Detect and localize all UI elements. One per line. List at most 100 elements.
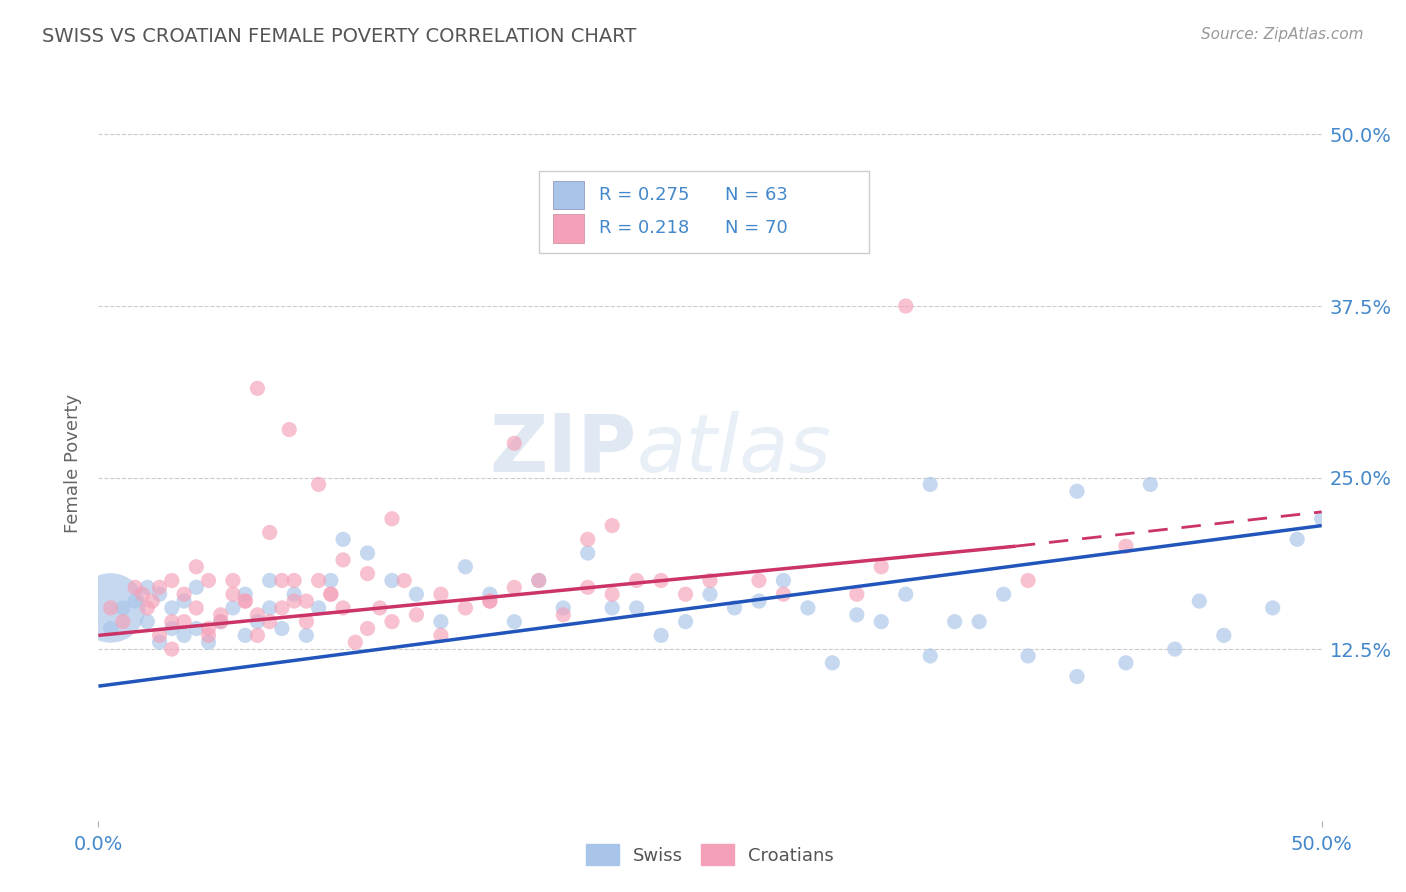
Point — [723, 601, 745, 615]
Point — [295, 628, 318, 642]
Point — [650, 628, 672, 642]
Point — [173, 628, 195, 642]
Point — [222, 601, 245, 615]
Point — [600, 587, 623, 601]
Point — [1188, 594, 1211, 608]
Point — [503, 436, 526, 450]
Point — [1115, 656, 1137, 670]
Point — [100, 601, 122, 615]
Point — [381, 615, 404, 629]
Point — [430, 615, 453, 629]
Point — [233, 594, 256, 608]
Bar — [554, 214, 583, 243]
Point — [626, 601, 648, 615]
Point — [160, 574, 183, 588]
Point — [124, 594, 146, 608]
Point — [111, 601, 134, 615]
Text: R = 0.218: R = 0.218 — [599, 219, 689, 237]
Point — [141, 594, 163, 608]
Point — [246, 628, 269, 642]
Point — [600, 601, 623, 615]
Point — [136, 601, 159, 615]
Point — [1212, 628, 1234, 642]
Point — [160, 615, 183, 629]
Point — [131, 587, 153, 601]
Point — [186, 559, 208, 574]
Point — [821, 656, 844, 670]
Y-axis label: Female Poverty: Female Poverty — [65, 394, 83, 533]
Point — [993, 587, 1015, 601]
Point — [478, 594, 501, 608]
Point — [478, 587, 501, 601]
Point — [356, 566, 378, 581]
Point — [259, 525, 281, 540]
Point — [430, 587, 453, 601]
Point — [233, 628, 256, 642]
Point — [278, 423, 301, 437]
Point — [319, 587, 342, 601]
Point — [870, 615, 893, 629]
Point — [246, 615, 269, 629]
Point — [100, 622, 122, 636]
Point — [246, 381, 269, 395]
Text: atlas: atlas — [637, 410, 831, 489]
Point — [797, 601, 820, 615]
Point — [136, 615, 159, 629]
Point — [332, 601, 354, 615]
Point — [845, 587, 868, 601]
Point — [503, 580, 526, 594]
Point — [1286, 533, 1309, 547]
Point — [430, 628, 453, 642]
Point — [967, 615, 990, 629]
Point — [173, 615, 195, 629]
Point — [209, 607, 232, 622]
Text: SWISS VS CROATIAN FEMALE POVERTY CORRELATION CHART: SWISS VS CROATIAN FEMALE POVERTY CORRELA… — [42, 27, 637, 45]
Point — [1066, 484, 1088, 499]
Bar — [554, 180, 583, 209]
Point — [197, 622, 219, 636]
Point — [454, 559, 477, 574]
Text: ZIP: ZIP — [489, 410, 637, 489]
Point — [920, 477, 942, 491]
Point — [308, 601, 330, 615]
Point — [160, 642, 183, 657]
Point — [186, 601, 208, 615]
Point — [381, 512, 404, 526]
Point — [1164, 642, 1187, 657]
Point — [1261, 601, 1284, 615]
Point — [197, 635, 219, 649]
Legend: Swiss, Croatians: Swiss, Croatians — [579, 837, 841, 872]
Point — [626, 574, 648, 588]
Point — [699, 587, 721, 601]
Point — [149, 587, 172, 601]
Point — [283, 594, 305, 608]
Point — [870, 559, 893, 574]
Point — [332, 553, 354, 567]
Point — [576, 546, 599, 560]
Point — [356, 622, 378, 636]
Point — [1017, 648, 1039, 663]
Point — [209, 615, 232, 629]
Point — [149, 580, 172, 594]
Point — [454, 601, 477, 615]
Point — [503, 615, 526, 629]
Point — [748, 594, 770, 608]
Point — [136, 580, 159, 594]
Point — [1139, 477, 1161, 491]
Point — [233, 594, 256, 608]
Point — [650, 574, 672, 588]
Point — [1066, 669, 1088, 683]
Point — [748, 574, 770, 588]
Point — [160, 622, 183, 636]
Point — [186, 622, 208, 636]
Point — [259, 615, 281, 629]
Point — [124, 580, 146, 594]
Point — [149, 635, 172, 649]
Point — [405, 607, 427, 622]
Point — [368, 601, 391, 615]
Point — [319, 587, 342, 601]
Point — [675, 615, 697, 629]
Point — [527, 574, 550, 588]
Point — [772, 574, 794, 588]
Point — [149, 628, 172, 642]
